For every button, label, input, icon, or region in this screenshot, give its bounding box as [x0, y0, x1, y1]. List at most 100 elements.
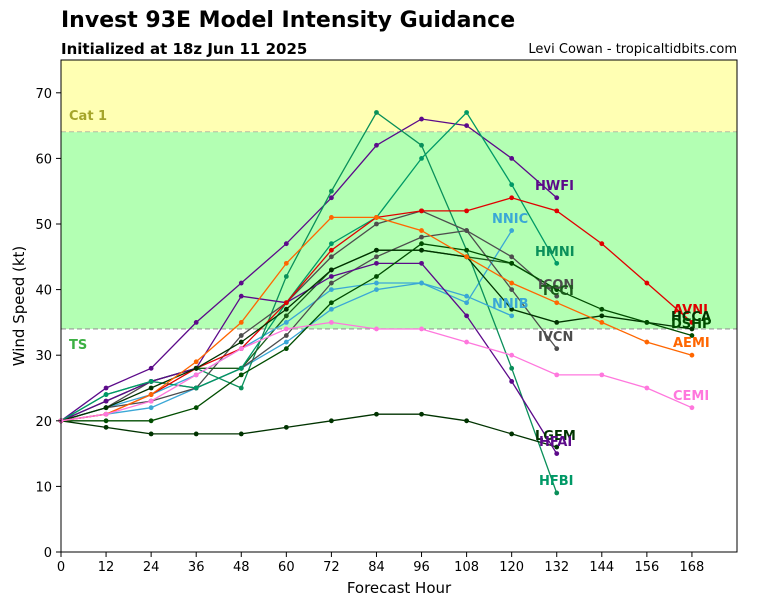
plot-frame — [60, 59, 738, 553]
data-point — [419, 280, 424, 286]
data-point — [238, 431, 244, 437]
data-point — [419, 411, 424, 417]
data-point — [599, 306, 605, 312]
model-label-hcca: HCCA — [671, 310, 711, 325]
series-line — [60, 210, 558, 422]
data-point — [419, 156, 424, 161]
x-tick-label: 36 — [188, 560, 205, 575]
data-point — [374, 326, 379, 332]
data-point — [238, 280, 244, 286]
series-aemi — [58, 215, 695, 424]
x-tick-label: 132 — [544, 560, 569, 575]
data-point — [103, 385, 109, 391]
data-point — [283, 424, 289, 430]
data-point — [464, 339, 469, 345]
data-point — [464, 293, 469, 299]
data-point — [419, 234, 424, 240]
data-point — [419, 247, 424, 253]
data-point — [148, 365, 154, 371]
y-tick-label: 60 — [35, 152, 52, 167]
data-point — [464, 313, 469, 319]
x-axis-label: Forecast Hour — [347, 579, 452, 597]
model-label-tcci: TCCI — [541, 284, 574, 299]
data-point — [283, 260, 289, 266]
data-point — [193, 405, 199, 411]
data-point — [238, 339, 244, 345]
data-point — [329, 215, 334, 220]
data-point — [689, 352, 695, 358]
data-point — [329, 287, 334, 292]
data-point — [554, 451, 560, 456]
model-label-dshp: DSHP — [671, 317, 712, 332]
model-label-hwfi: HWFI — [535, 179, 574, 194]
data-point — [148, 405, 154, 411]
series-hwfi — [58, 116, 560, 424]
data-point — [509, 352, 515, 358]
data-point — [103, 424, 109, 430]
data-point — [148, 379, 154, 384]
data-point — [238, 372, 244, 378]
data-point — [509, 306, 515, 312]
series-cemi — [58, 320, 695, 424]
data-point — [509, 182, 515, 188]
data-point — [374, 411, 379, 417]
x-tick-label: 12 — [98, 560, 115, 575]
data-point — [238, 365, 244, 371]
data-point — [329, 320, 334, 325]
data-point — [238, 293, 244, 299]
data-point — [599, 241, 605, 247]
data-point — [464, 208, 469, 214]
data-point — [283, 274, 289, 279]
x-tick-label: 60 — [278, 560, 295, 575]
x-tick-label: 72 — [323, 560, 340, 575]
model-label-hfbi: HFBI — [539, 474, 574, 489]
data-point — [148, 385, 154, 391]
data-point — [689, 320, 695, 325]
data-point — [193, 320, 199, 325]
data-point — [509, 313, 515, 319]
data-point — [103, 418, 109, 424]
chart-credit: Levi Cowan - tropicaltidbits.com — [528, 42, 737, 57]
data-point — [283, 300, 289, 306]
data-point — [283, 241, 289, 247]
y-axis-label: Wind Speed (kt) — [10, 246, 28, 367]
x-tick-label: 48 — [233, 560, 250, 575]
series-line — [60, 229, 558, 422]
y-tick-label: 40 — [35, 284, 52, 299]
data-point — [419, 228, 424, 233]
data-point — [554, 320, 560, 325]
data-point — [419, 208, 424, 214]
data-point — [509, 260, 515, 266]
model-label-aemi: AEMI — [673, 336, 710, 351]
band-1 — [61, 132, 737, 329]
model-label-icon: ICON — [538, 278, 574, 293]
data-point — [374, 215, 379, 220]
data-point — [374, 247, 379, 253]
data-point — [509, 156, 515, 161]
data-point — [283, 333, 289, 338]
y-tick-label: 50 — [35, 218, 52, 233]
data-point — [238, 385, 244, 391]
data-point — [329, 300, 334, 306]
data-point — [509, 280, 515, 286]
data-point — [103, 398, 109, 404]
data-point — [689, 405, 695, 411]
x-tick-label: 120 — [499, 560, 524, 575]
data-point — [599, 320, 605, 325]
data-point — [554, 195, 560, 201]
data-point — [419, 260, 424, 266]
data-point — [554, 372, 560, 378]
data-point — [238, 346, 244, 352]
data-point — [554, 300, 560, 306]
band-label: TS — [69, 338, 87, 353]
y-tick-label: 10 — [35, 480, 52, 495]
data-point — [283, 320, 289, 325]
series-line — [60, 118, 558, 422]
data-point — [193, 365, 199, 371]
data-point — [644, 320, 650, 325]
y-tick-label: 0 — [44, 546, 52, 561]
data-point — [329, 188, 334, 194]
model-label-lgem: LGEM — [535, 429, 576, 444]
data-point — [329, 306, 334, 312]
